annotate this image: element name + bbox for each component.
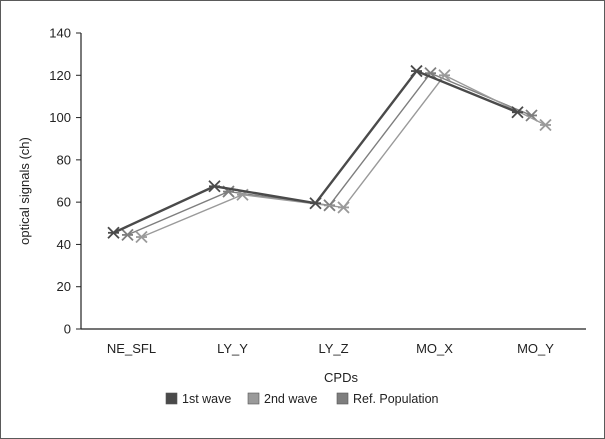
x-tick-label: NE_SFL bbox=[107, 341, 156, 356]
y-tick-label: 120 bbox=[49, 68, 71, 83]
x-axis-title: CPDs bbox=[324, 370, 358, 385]
data-point-marker bbox=[107, 226, 120, 239]
series-1 bbox=[107, 64, 524, 239]
legend-swatch bbox=[247, 392, 260, 405]
data-point-marker bbox=[121, 228, 134, 242]
data-point-marker bbox=[337, 201, 350, 214]
x-tick-label: LY_Y bbox=[217, 341, 248, 356]
y-tick-label: 100 bbox=[49, 110, 71, 125]
legend-label: 2nd wave bbox=[264, 392, 318, 406]
x-axis: NE_SFL LY_Y LY_Z MO_X MO_Y bbox=[81, 328, 586, 356]
series-2 bbox=[135, 69, 552, 244]
series-layer bbox=[107, 64, 552, 244]
data-point-marker bbox=[208, 180, 221, 193]
y-axis-title: optical signals (ch) bbox=[17, 137, 32, 245]
y-tick-label: 40 bbox=[57, 237, 71, 252]
x-tick-label: MO_X bbox=[416, 341, 453, 356]
data-point-marker bbox=[438, 69, 451, 82]
data-point-marker bbox=[309, 197, 322, 210]
data-point-marker bbox=[539, 118, 552, 132]
y-axis: 0 20 40 60 80 100 120 140 bbox=[49, 26, 82, 337]
y-tick-label: 20 bbox=[57, 279, 71, 294]
data-point-marker bbox=[135, 230, 148, 244]
legend-swatch bbox=[165, 392, 178, 405]
legend: 1st wave 2nd wave Ref. Population bbox=[165, 392, 439, 406]
data-point-marker bbox=[511, 106, 524, 119]
x-tick-label: LY_Z bbox=[318, 341, 348, 356]
legend-swatch bbox=[336, 392, 349, 405]
y-tick-label: 60 bbox=[57, 195, 71, 210]
legend-item: 2nd wave bbox=[247, 392, 318, 406]
legend-label: Ref. Population bbox=[353, 392, 439, 406]
y-tick-label: 80 bbox=[57, 152, 71, 167]
y-tick-label: 140 bbox=[49, 26, 71, 41]
data-point-marker bbox=[424, 67, 437, 80]
legend-label: 1st wave bbox=[182, 392, 231, 406]
legend-item: 1st wave bbox=[165, 392, 231, 406]
x-tick-label: MO_Y bbox=[517, 341, 554, 356]
series-line bbox=[127, 72, 532, 236]
data-point-marker bbox=[410, 64, 423, 78]
series-line bbox=[112, 69, 518, 234]
y-tick-label: 0 bbox=[64, 322, 71, 337]
legend-item: Ref. Population bbox=[336, 392, 439, 406]
